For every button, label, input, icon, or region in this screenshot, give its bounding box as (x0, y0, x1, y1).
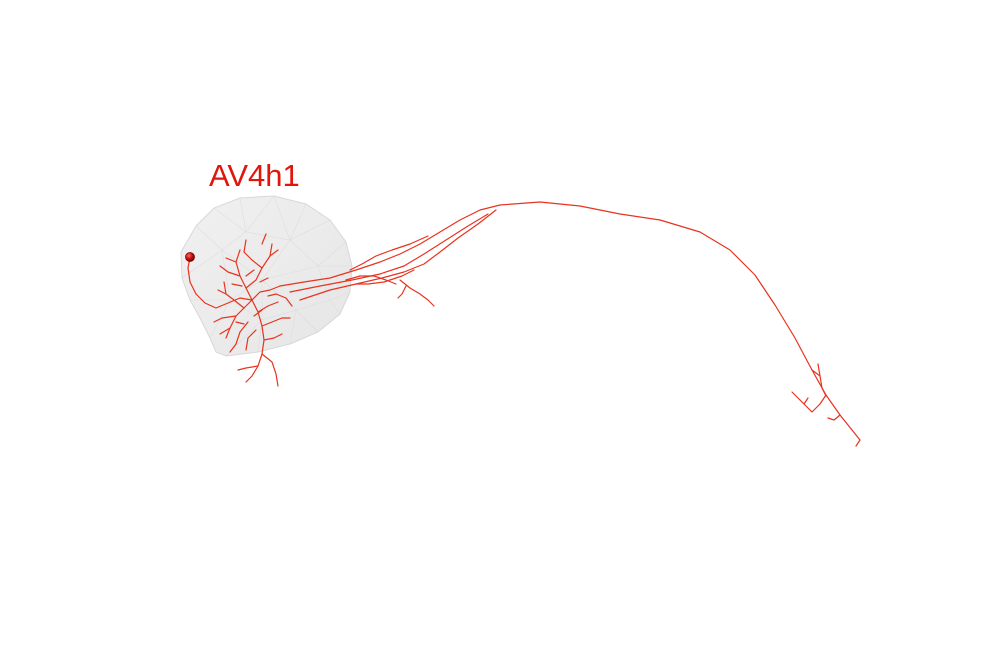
neuropil-mesh (180, 195, 353, 357)
soma (185, 252, 195, 262)
neuron-type-label: AV4h1 (209, 158, 300, 193)
neuron-arbor (187, 201, 861, 447)
